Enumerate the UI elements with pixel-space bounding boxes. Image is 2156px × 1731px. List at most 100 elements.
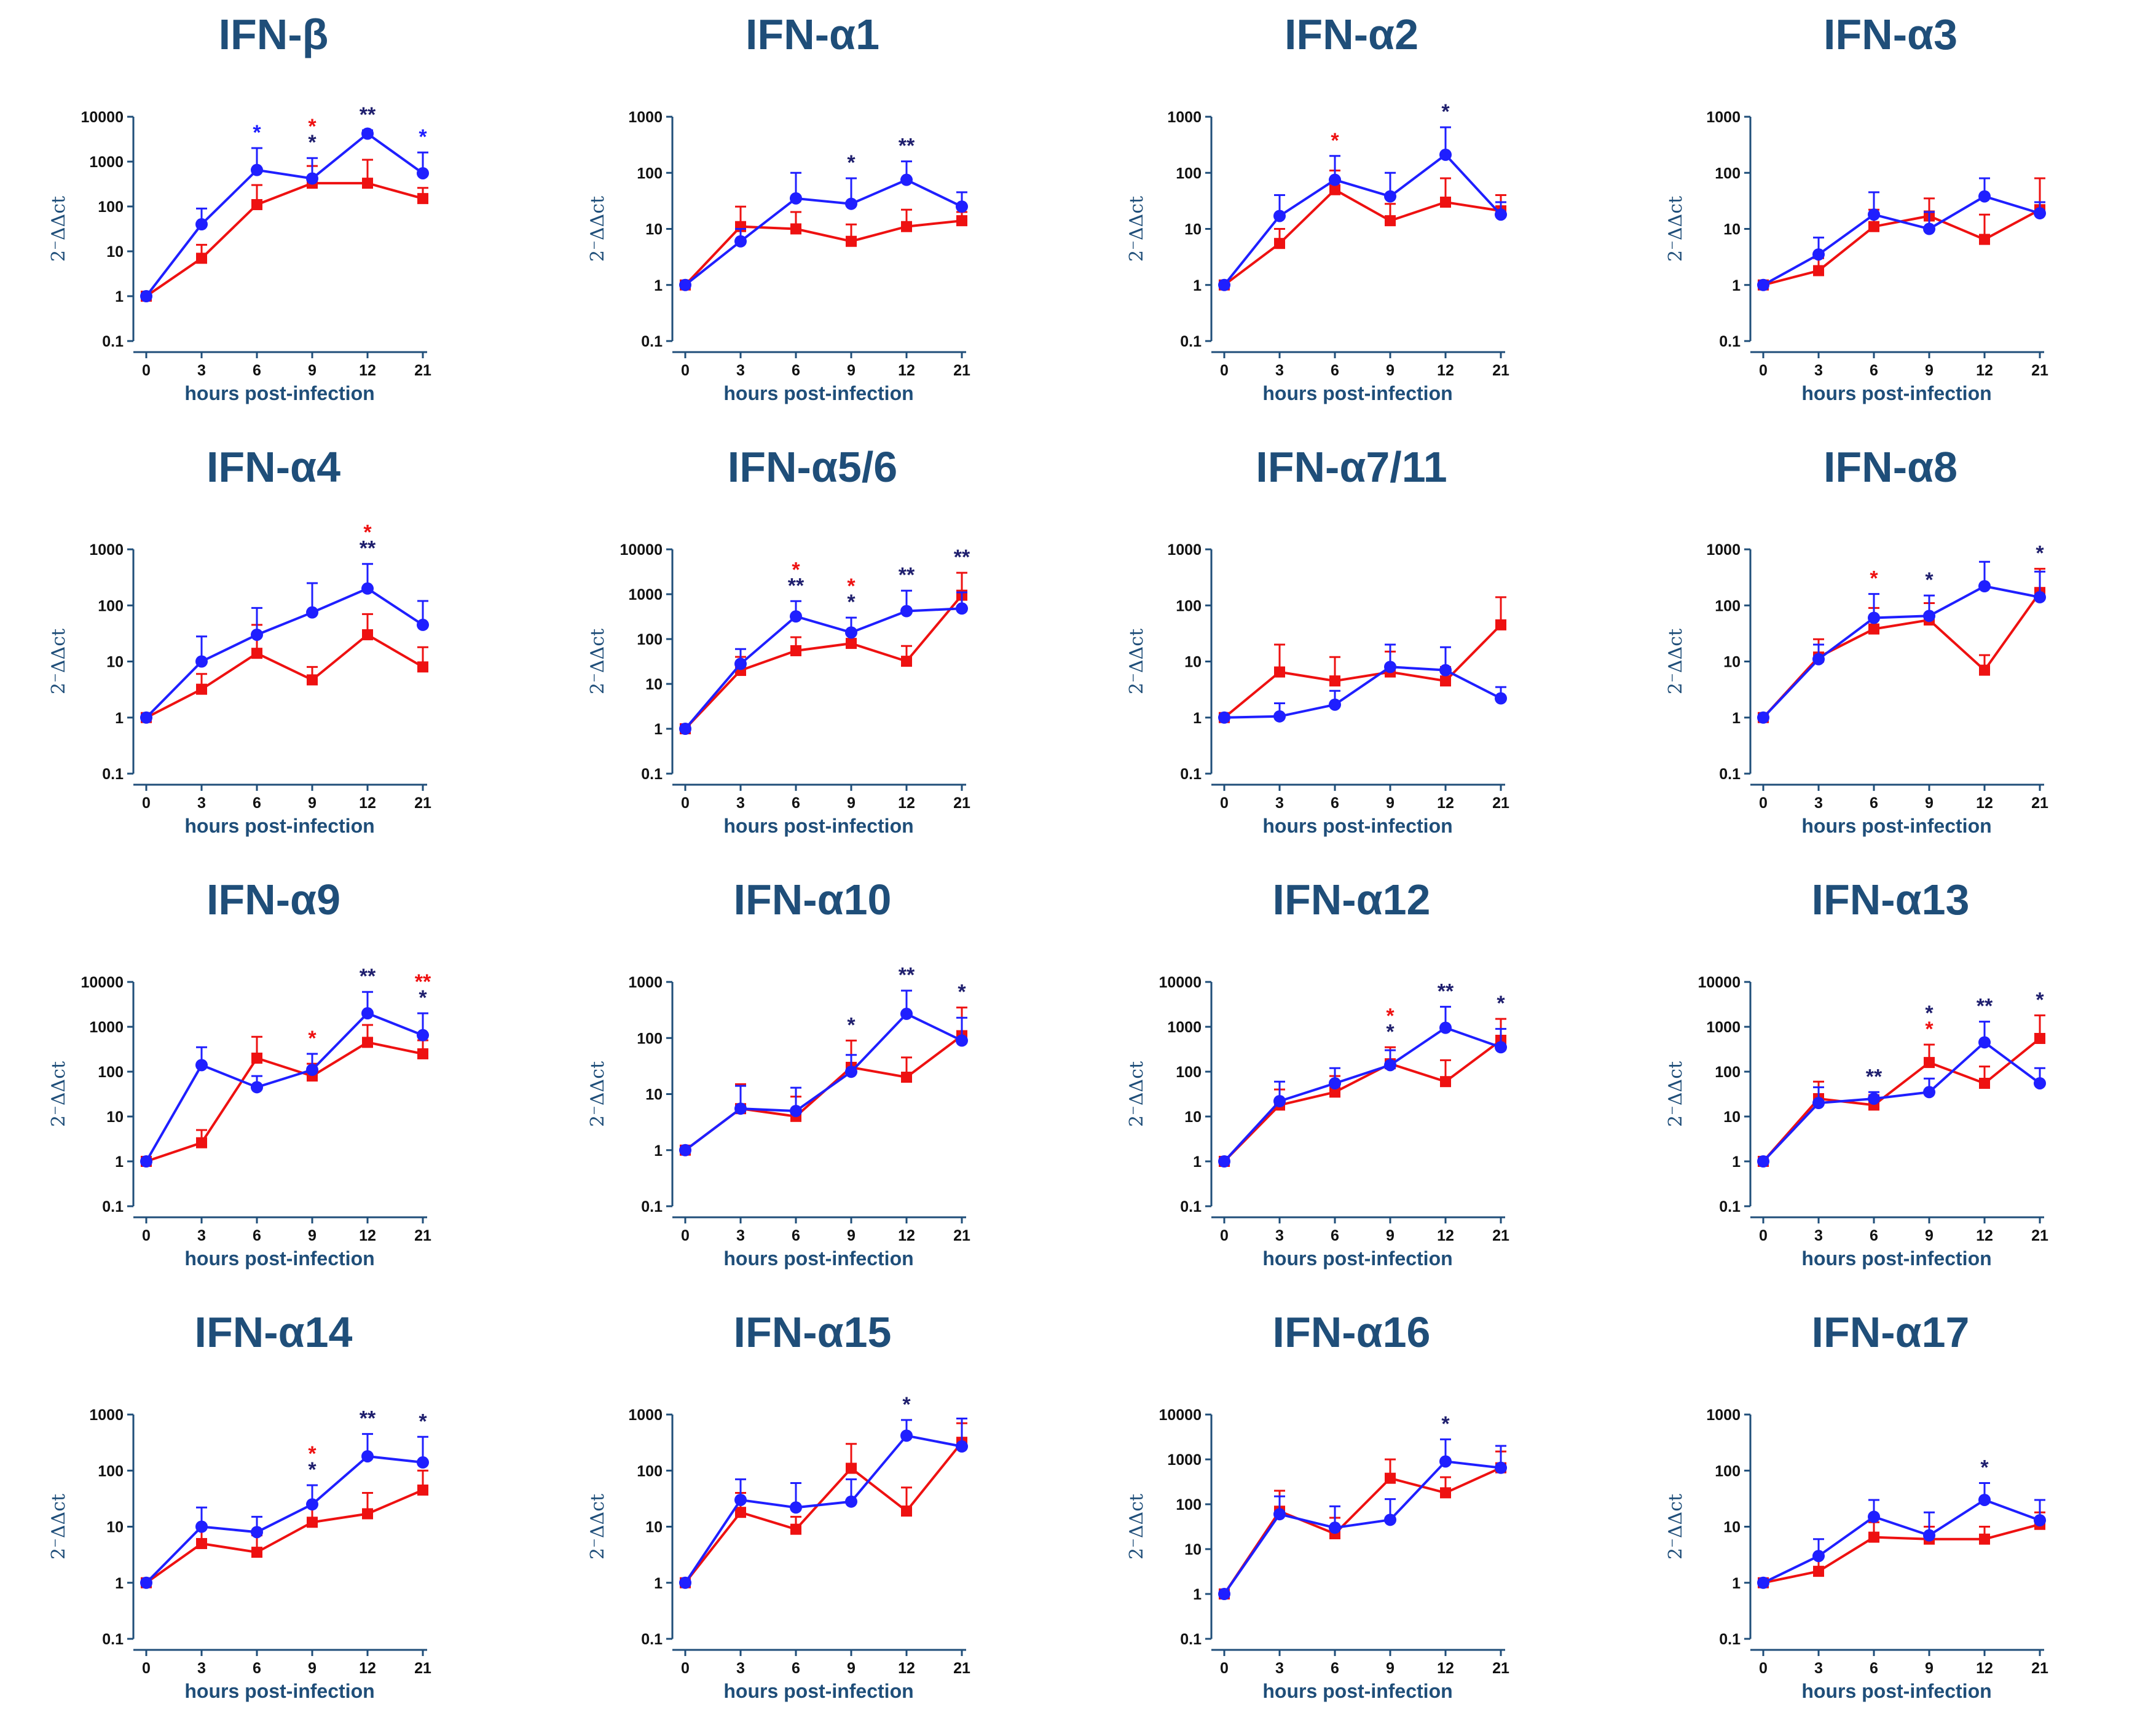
x-tick-label: 0 — [142, 1227, 151, 1244]
data-point-blue — [1923, 1529, 1935, 1542]
x-tick-label: 12 — [1976, 1660, 1993, 1677]
data-point-blue — [1439, 148, 1452, 161]
x-tick-label: 0 — [1759, 795, 1768, 812]
data-point-red — [1868, 623, 1879, 635]
x-axis-label: hours post-infection — [1262, 815, 1452, 837]
y-tick-label: 1 — [1732, 277, 1741, 294]
data-point-blue — [1218, 278, 1230, 291]
data-point-blue — [195, 1059, 208, 1072]
x-tick-label: 9 — [308, 1227, 317, 1244]
data-point-red — [417, 1484, 428, 1496]
y-tick-label: 1000 — [89, 154, 124, 171]
series-line-red — [1223, 1466, 1501, 1595]
data-point-blue — [679, 723, 691, 735]
data-point-red — [251, 1547, 262, 1558]
data-point-blue — [1329, 1521, 1341, 1534]
x-tick-label: 0 — [142, 362, 151, 379]
significance-mark: * — [1870, 567, 1878, 591]
series-line-blue — [1763, 1498, 2040, 1584]
y-tick-label: 1 — [1732, 710, 1741, 727]
data-point-blue — [1923, 610, 1935, 622]
x-axis-label: hours post-infection — [723, 1680, 913, 1702]
y-tick-label: 1000 — [1706, 1407, 1741, 1424]
chart-panel: IFN-α2 0.1 1 10 100 1000 0 3 6 9 12 21 hours post-in… — [1078, 0, 1617, 433]
chart-title: IFN-α1 — [746, 10, 879, 58]
data-point-blue — [417, 618, 429, 631]
series-line-red — [145, 182, 423, 297]
data-point-blue — [361, 1450, 374, 1462]
y-tick-label: 1 — [654, 1142, 663, 1160]
data-point-blue — [1495, 208, 1507, 221]
y-tick-label: 1 — [115, 1153, 124, 1171]
x-tick-label: 0 — [1759, 362, 1768, 379]
data-point-red — [1979, 1077, 1990, 1089]
significance-mark: ** — [360, 537, 376, 560]
y-tick-label: 10000 — [620, 541, 663, 559]
x-axis-label: hours post-infection — [1262, 1247, 1452, 1270]
y-tick-label: 10 — [106, 654, 124, 671]
chart-panel: IFN-α15 0.1 1 10 100 1000 0 3 6 9 12 21 hours post-i… — [539, 1298, 1078, 1730]
chart-svg: IFN-α5/6 0.1 1 10 100 1000 10000 0 3 6 9 12 21 hours … — [587, 443, 970, 837]
data-point-blue — [251, 1081, 263, 1094]
x-tick-label: 21 — [953, 362, 970, 379]
series-line-blue — [1762, 584, 2040, 719]
series-line-red — [146, 1041, 423, 1163]
y-tick-label: 0.1 — [102, 1631, 124, 1648]
data-point-red — [362, 1508, 373, 1520]
data-point-blue — [734, 1102, 747, 1115]
significance-mark: * — [2036, 988, 2044, 1011]
x-tick-label: 6 — [1331, 1227, 1339, 1244]
chart-title: IFN-α12 — [1273, 876, 1431, 924]
chart-panel: IFN-α1 0.1 1 10 100 1000 0 3 6 9 12 21 hours post-in… — [539, 0, 1078, 433]
significance-mark: ** — [1977, 995, 1993, 1018]
data-point-blue — [956, 602, 968, 615]
x-tick-label: 6 — [1870, 795, 1878, 812]
y-tick-label: 1000 — [628, 1407, 663, 1424]
chart-title: IFN-α13 — [1812, 876, 1970, 924]
data-point-blue — [1978, 580, 1991, 593]
chart-panel: IFN-α16 0.1 1 10 100 1000 10000 0 3 6 9 12 21 hours p… — [1078, 1298, 1617, 1730]
x-tick-label: 9 — [847, 1227, 856, 1244]
significance-mark: ** — [954, 546, 970, 569]
y-tick-label: 1 — [1193, 710, 1202, 727]
y-tick-label: 1 — [115, 288, 124, 305]
significance-mark: * — [363, 521, 372, 544]
x-tick-label: 6 — [253, 795, 261, 812]
data-point-red — [846, 638, 857, 650]
y-tick-label: 1 — [654, 721, 663, 738]
y-tick-label: 0.1 — [641, 1631, 663, 1648]
y-axis-label: 2⁻ΔΔct — [1126, 1061, 1147, 1127]
x-tick-label: 0 — [681, 1227, 690, 1244]
y-axis-label: 2⁻ΔΔct — [48, 629, 69, 694]
data-point-blue — [900, 1007, 913, 1020]
data-point-red — [1979, 1533, 1990, 1545]
y-tick-label: 1 — [1732, 1575, 1741, 1592]
data-point-red — [196, 1137, 207, 1148]
data-point-blue — [417, 1456, 429, 1469]
x-tick-label: 21 — [414, 795, 431, 812]
chart-svg: IFN-α7/11 0.1 1 10 100 1000 0 3 6 9 12 21 hours post… — [1126, 443, 1509, 837]
data-point-red — [1440, 1076, 1451, 1088]
series-line-red — [1762, 592, 2041, 719]
x-tick-label: 12 — [359, 1227, 376, 1244]
significance-mark: * — [308, 1027, 317, 1050]
data-point-blue — [900, 173, 913, 186]
chart-svg: IFN-β 0.1 1 10 100 1000 10000 0 3 6 9 12 21 hours pos… — [48, 10, 431, 404]
y-tick-label: 10000 — [81, 109, 124, 126]
chart-panel: IFN-α8 0.1 1 10 100 1000 0 3 6 9 12 21 hours post-in… — [1617, 433, 2156, 865]
data-point-blue — [361, 582, 374, 595]
y-tick-label: 0.1 — [102, 766, 124, 783]
data-point-blue — [306, 172, 318, 185]
x-tick-label: 0 — [1759, 1660, 1768, 1677]
x-tick-label: 6 — [1870, 1227, 1878, 1244]
series-line-blue — [1223, 1460, 1501, 1595]
chart-svg: IFN-α12 0.1 1 10 100 1000 10000 0 3 6 9 12 21 hours p… — [1126, 876, 1509, 1270]
significance-mark: * — [1441, 100, 1450, 124]
x-tick-label: 12 — [1437, 795, 1454, 812]
x-tick-label: 9 — [1925, 1227, 1934, 1244]
data-point-red — [790, 645, 801, 656]
y-tick-label: 10 — [1723, 1519, 1741, 1536]
y-tick-label: 100 — [1176, 165, 1202, 182]
y-tick-label: 100 — [637, 1462, 663, 1480]
chart-panel: IFN-α14 0.1 1 10 100 1000 0 3 6 9 12 21 hours post-i… — [0, 1298, 539, 1730]
